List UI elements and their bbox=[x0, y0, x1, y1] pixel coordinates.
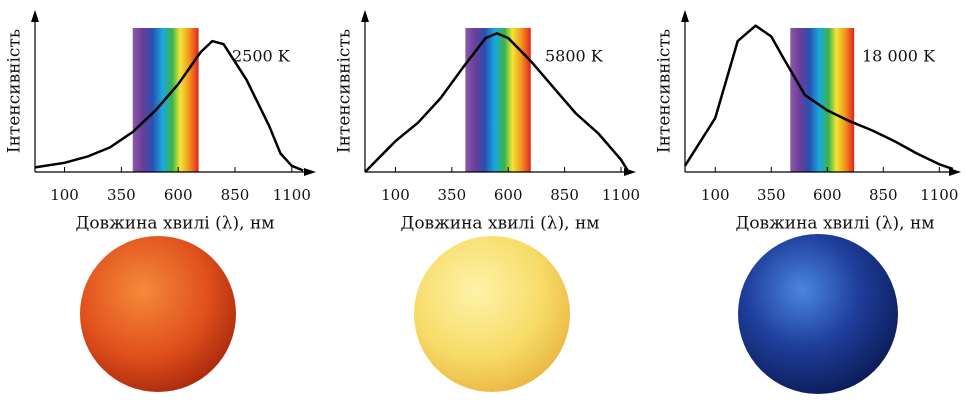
curve bbox=[34, 39, 304, 172]
x-tick-label: 100 bbox=[381, 186, 410, 204]
yellow-star bbox=[414, 236, 570, 392]
y-arrow bbox=[31, 10, 39, 22]
y-arrow bbox=[361, 10, 369, 22]
x-tick-label: 850 bbox=[550, 186, 579, 204]
x-tick-label: 350 bbox=[438, 186, 467, 204]
plots: 100 350 600 850 1100 Інтенсивність Довжина хви… bbox=[5, 10, 961, 234]
x-tick-label: 1100 bbox=[273, 186, 311, 204]
x-axis-label: Довжина хвилі (λ), нм bbox=[76, 214, 275, 234]
spectrum-band bbox=[790, 28, 855, 172]
x-arrow bbox=[949, 168, 961, 176]
annotation: 18 000 K bbox=[862, 47, 936, 66]
x-tick-label: 850 bbox=[869, 186, 898, 204]
y-axis-label: Інтенсивність bbox=[335, 29, 355, 153]
x-axis-label: Довжина хвилі (λ), нм bbox=[401, 214, 600, 234]
annotation: 2500 K bbox=[232, 47, 291, 66]
curve bbox=[364, 32, 629, 173]
x-tick-label: 350 bbox=[757, 186, 786, 204]
blue-star bbox=[738, 234, 898, 394]
y-arrow bbox=[681, 10, 689, 22]
x-tick-label: 600 bbox=[494, 186, 523, 204]
x-tick-label: 850 bbox=[221, 186, 250, 204]
x-axis-label: Довжина хвилі (λ), нм bbox=[736, 214, 935, 234]
y-axis-label: Інтенсивність bbox=[655, 29, 675, 153]
annotation: 5800 K bbox=[545, 47, 604, 66]
x-tick-label: 100 bbox=[701, 186, 730, 204]
red-star bbox=[80, 236, 236, 392]
x-tick-label: 600 bbox=[164, 186, 193, 204]
x-arrow bbox=[624, 168, 636, 176]
x-arrow bbox=[304, 168, 316, 176]
x-tick-label: 600 bbox=[813, 186, 842, 204]
y-axis-label: Інтенсивність bbox=[5, 29, 25, 153]
x-tick-label: 1100 bbox=[920, 186, 958, 204]
x-tick-label: 100 bbox=[50, 186, 79, 204]
curve bbox=[683, 24, 954, 171]
x-tick-label: 1100 bbox=[602, 186, 640, 204]
x-tick-label: 350 bbox=[107, 186, 136, 204]
